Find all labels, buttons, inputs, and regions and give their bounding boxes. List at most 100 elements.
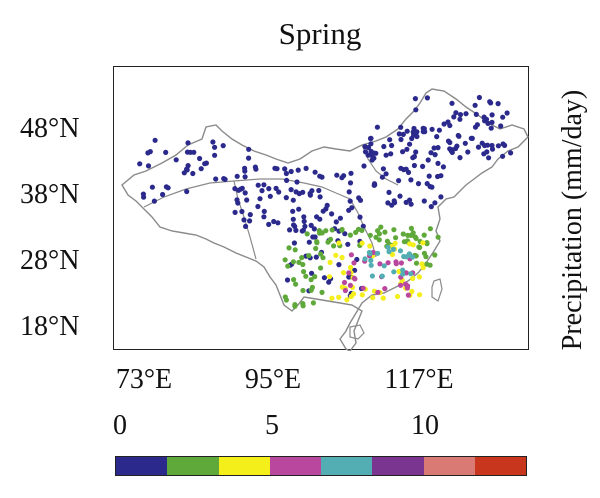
station-dot [257,196,263,202]
station-dot [457,116,463,122]
station-dot [368,141,374,147]
hainan-outline [349,324,365,340]
station-dot [383,171,389,177]
station-dot [318,265,324,271]
station-dot [149,184,155,190]
station-dot [306,239,312,245]
station-dot [339,254,345,261]
station-dot [391,198,397,204]
station-dot [386,189,392,195]
station-dot [447,139,453,146]
station-dot [319,289,325,295]
station-markers [137,94,514,309]
station-dot [261,208,267,214]
station-dot [495,101,501,107]
station-dot [403,254,409,260]
station-dot [414,133,420,140]
station-dot [313,254,319,260]
station-dot [346,189,352,195]
station-dot [308,222,314,228]
station-dot [408,225,414,231]
station-dot [329,211,335,217]
station-dot [339,227,345,233]
station-dot [385,260,391,266]
station-dot [187,149,194,155]
station-dot [271,218,277,225]
station-dot [400,131,406,137]
station-dot [457,155,463,161]
station-dot [488,100,494,106]
station-dot [141,194,147,200]
station-dot [476,94,482,101]
station-dot [243,223,249,229]
station-dot [348,293,354,300]
station-dot [198,166,204,172]
station-dot [369,157,375,163]
station-dot [336,294,342,300]
station-dot [296,259,302,265]
station-dot [362,256,368,262]
station-dot [403,281,409,287]
station-dot [292,303,298,309]
station-dot [274,166,280,172]
map-title: Spring [278,16,362,51]
station-dot [401,239,407,245]
station-dot [381,263,387,269]
station-dot [340,270,347,276]
station-dot [287,227,293,233]
station-dot [241,217,247,223]
station-dot [360,285,366,291]
station-dot [292,223,298,229]
station-dot [428,150,434,156]
colorbar-segment [167,457,219,475]
station-dot [367,232,373,238]
station-dot [488,125,494,131]
station-dot [236,187,242,193]
station-dot [472,102,478,108]
station-dot [405,292,411,298]
station-dot [316,187,322,194]
station-dot [393,259,399,265]
station-dot [365,144,372,151]
station-dot [435,160,441,166]
station-dot [385,244,391,250]
station-dot [291,240,297,246]
station-dot [434,134,440,140]
station-dot [408,201,414,207]
station-dot [413,149,419,155]
station-dot [453,110,459,116]
station-dot [390,246,396,252]
station-dot [303,273,309,279]
station-dot [173,157,179,163]
map-panel [113,66,529,351]
station-dot [346,270,352,276]
station-dot [391,269,397,275]
station-dot [409,135,415,142]
station-dot [385,200,391,206]
station-dot [341,279,348,286]
station-dot [398,260,404,266]
station-dot [438,173,444,179]
country-outline [121,88,529,351]
station-dot [411,154,417,160]
station-dot [379,174,385,180]
station-dot [244,197,250,203]
station-dot [266,221,272,227]
station-dot [290,197,296,203]
station-dot [420,240,426,246]
station-dot [382,229,388,235]
station-dot [441,121,447,127]
station-dot [479,140,485,146]
station-dot [145,163,152,169]
station-dot [308,287,314,293]
station-dot [432,200,438,206]
colorbar-segment [423,457,475,475]
station-dot [412,234,418,240]
station-dot [283,297,289,303]
station-dot [336,240,342,246]
station-dot [423,254,429,260]
station-dot [361,163,367,169]
station-dot [485,120,491,126]
station-dot [284,177,290,183]
station-dot [475,144,482,150]
